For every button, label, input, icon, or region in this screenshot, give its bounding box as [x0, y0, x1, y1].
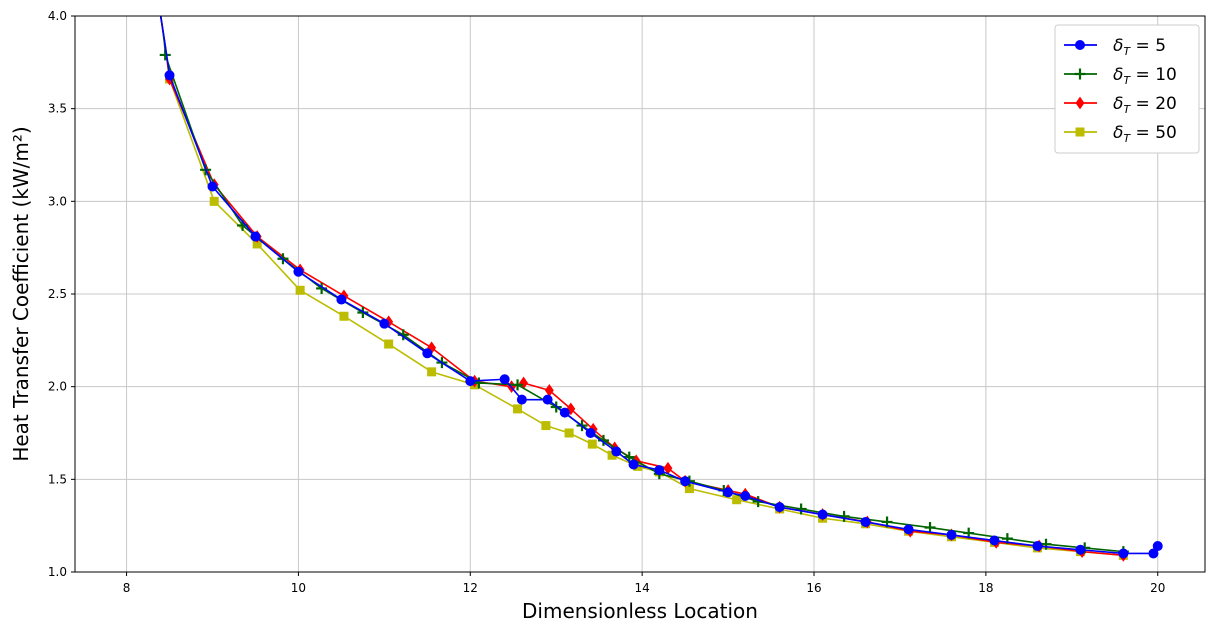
y-tick-label: 4.0	[48, 9, 67, 23]
x-tick-label: 20	[1150, 581, 1165, 595]
marker-circle	[723, 487, 734, 498]
marker-square	[384, 339, 394, 349]
plot-area	[159, 16, 1163, 562]
marker-square	[541, 421, 551, 431]
y-axis-label: Heat Transfer Coefficient (kW/m²)	[9, 126, 33, 461]
marker-circle	[1075, 40, 1085, 50]
x-tick-label: 10	[291, 581, 306, 595]
marker-circle	[542, 394, 553, 405]
marker-circle	[903, 524, 914, 535]
marker-circle	[680, 476, 691, 487]
marker-circle	[207, 181, 218, 192]
marker-plus	[473, 377, 485, 389]
legend-label: δT = 5	[1113, 36, 1166, 58]
marker-plus	[838, 510, 850, 522]
marker-circle	[740, 491, 751, 502]
legend-item: δT = 10	[1064, 65, 1177, 87]
x-tick-label: 12	[463, 581, 478, 595]
marker-circle	[946, 529, 957, 540]
legend: δT = 5 δT = 10 δT = 20 δT = 50	[1054, 24, 1200, 154]
series-3	[159, 16, 1128, 562]
marker-circle	[817, 509, 828, 520]
marker-plus	[159, 49, 171, 61]
marker-circle	[654, 465, 665, 476]
marker-diamond	[566, 402, 576, 416]
y-tick-label: 2.5	[48, 287, 67, 301]
marker-circle	[860, 516, 871, 527]
tick-labels: 8 10 12 14 16 18 20 1.0 1.5 2.0 2.5 3.0 3.5 4.0	[48, 9, 1165, 595]
marker-square	[209, 196, 219, 206]
marker-square	[587, 439, 597, 449]
marker-circle	[611, 446, 622, 457]
legend-label: δT = 50	[1113, 123, 1177, 145]
marker-plus	[1040, 538, 1052, 550]
marker-circle	[293, 266, 304, 277]
marker-plus	[1074, 68, 1086, 80]
x-tick-label: 8	[123, 581, 131, 595]
marker-circle	[516, 394, 527, 405]
marker-circle	[1118, 548, 1129, 559]
marker-circle	[379, 318, 390, 329]
marker-circle	[422, 348, 433, 359]
marker-plus	[357, 307, 369, 319]
marker-circle	[559, 407, 570, 418]
marker-square	[732, 495, 742, 505]
marker-plus	[512, 379, 524, 391]
marker-circle	[336, 294, 347, 305]
x-tick-label: 16	[806, 581, 821, 595]
legend-box	[1054, 24, 1200, 154]
marker-square	[339, 311, 349, 321]
marker-circle	[774, 502, 785, 513]
marker-circle	[1152, 541, 1163, 552]
marker-circle	[989, 535, 1000, 546]
marker-circle	[250, 231, 261, 242]
x-axis-label: Dimensionless Location	[522, 599, 758, 623]
series-2	[159, 16, 1129, 558]
legend-item: δT = 50	[1064, 123, 1177, 145]
y-tick-label: 3.5	[48, 102, 67, 116]
marker-square	[564, 428, 574, 438]
marker-circle	[499, 374, 510, 385]
series-4	[159, 16, 1128, 560]
legend-item: δT = 20	[1064, 94, 1177, 116]
marker-diamond	[1075, 96, 1085, 110]
y-tick-label: 3.0	[48, 194, 67, 208]
x-tick-label: 18	[978, 581, 993, 595]
marker-circle	[628, 459, 639, 470]
marker-square	[427, 367, 437, 377]
y-tick-label: 1.5	[48, 472, 67, 486]
series-1	[159, 16, 1163, 559]
marker-plus	[924, 522, 936, 534]
y-tick-label: 2.0	[48, 380, 67, 394]
marker-square	[1075, 127, 1085, 137]
series-line	[159, 16, 1124, 557]
marker-circle	[164, 70, 175, 81]
marker-circle	[1075, 544, 1086, 555]
y-tick-label: 1.0	[48, 565, 67, 579]
marker-plus	[795, 503, 807, 515]
series-line	[159, 16, 1124, 557]
grid	[75, 15, 1205, 573]
x-tick-label: 14	[635, 581, 650, 595]
marker-square	[513, 404, 523, 414]
marker-circle	[1032, 541, 1043, 552]
marker-circle	[585, 428, 596, 438]
legend-label: δT = 20	[1113, 94, 1177, 116]
marker-circle	[1148, 548, 1159, 559]
legend-label: δT = 10	[1113, 65, 1177, 87]
legend-item: δT = 5	[1064, 36, 1166, 58]
marker-square	[295, 285, 305, 295]
marker-circle	[465, 376, 476, 387]
